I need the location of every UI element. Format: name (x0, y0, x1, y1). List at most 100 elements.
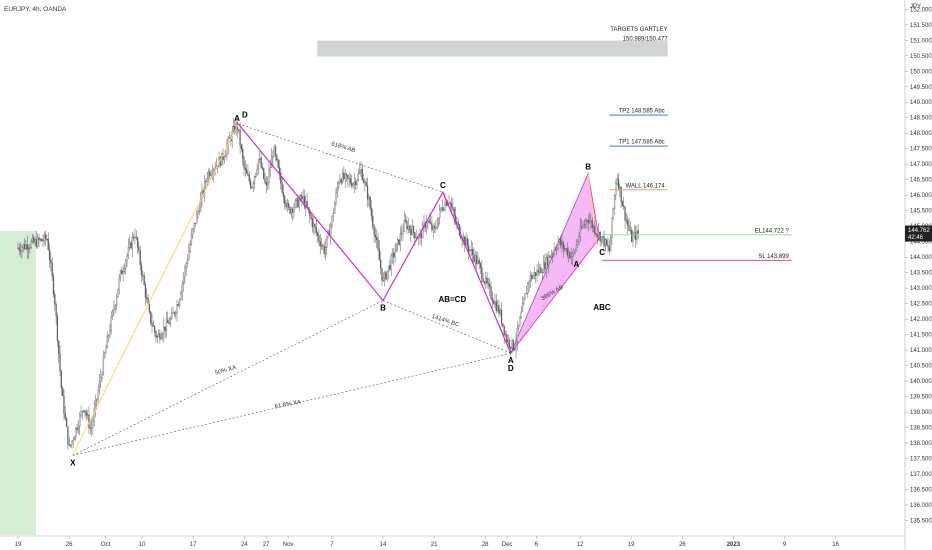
candle-body (616, 178, 618, 184)
candle-body (410, 229, 412, 235)
time-tick-label: Nov (283, 542, 294, 548)
candle-body (68, 444, 70, 446)
candle-body (411, 226, 413, 235)
candle-body (155, 331, 157, 338)
candle-body (33, 237, 35, 243)
candle-body (577, 241, 579, 245)
point-label-a: A (508, 356, 514, 365)
candle-body (631, 230, 633, 242)
candle-body (603, 236, 605, 247)
candle-body (370, 208, 373, 217)
candle-body (493, 301, 495, 305)
candle-body (609, 237, 612, 252)
price-tick-label: 145.500 (910, 209, 932, 215)
candle-body (623, 205, 625, 208)
candle-body (224, 154, 227, 158)
candle-body (303, 196, 306, 208)
candle-body (247, 173, 249, 176)
candle-body (506, 334, 508, 343)
candle-body (523, 298, 525, 304)
candle-body (269, 167, 271, 172)
candle-body (585, 220, 587, 225)
candle-body (544, 262, 546, 270)
candle-body (22, 244, 24, 248)
candle-body (429, 222, 432, 224)
candle-body (292, 208, 294, 213)
candle-body (569, 252, 571, 259)
price-tick-label: 148.500 (910, 116, 932, 122)
candle-body (545, 257, 547, 270)
candle-body (531, 275, 533, 279)
candle-body (602, 236, 604, 238)
candle-body (385, 272, 387, 280)
candle-body (240, 145, 243, 150)
time-tick-label: 19 (15, 542, 22, 548)
point-label-a: A (234, 114, 240, 123)
candle-body (226, 145, 228, 155)
candle-body (173, 312, 175, 315)
candle-body (336, 187, 338, 193)
candle-body (596, 234, 599, 236)
candle-body (21, 247, 23, 252)
candle-body (394, 251, 396, 258)
candle-body (487, 283, 490, 285)
candle-body (131, 237, 133, 249)
candle-body (344, 173, 346, 180)
time-axis[interactable]: 19 26 Oct 10 17 24 27 Nov 7 14 21 28 Dec 6 12 19 26 2023 9… (15, 536, 840, 548)
time-tick-label: 21 (431, 542, 438, 548)
entry-label: EL144.722 ? (755, 228, 790, 234)
candle-body (273, 146, 275, 157)
candle-body (457, 222, 459, 226)
candle-body (27, 248, 30, 250)
candle-body (611, 217, 613, 238)
candle-body (285, 203, 287, 208)
candle-body (319, 240, 321, 247)
candle-body (334, 203, 336, 214)
candle-body (525, 293, 528, 295)
price-tick-label: 141.000 (910, 348, 932, 354)
candle-body (395, 243, 398, 253)
candle-body (582, 224, 584, 229)
candle-body (490, 286, 492, 298)
candle-body (71, 440, 73, 446)
point-label-d: D (242, 110, 248, 119)
candle-body (619, 186, 621, 189)
candle-body (315, 227, 317, 233)
price-tick-label: 142.500 (910, 302, 932, 308)
candle-body (422, 224, 424, 239)
candle-body (426, 222, 428, 228)
price-tick-label: 146.000 (910, 193, 932, 199)
candle-body (138, 247, 140, 251)
currency-label: JPY (910, 4, 921, 10)
candle-body (92, 420, 94, 429)
candle-body (134, 236, 136, 239)
candle-body (76, 427, 78, 430)
price-tick-label: 150.000 (910, 69, 932, 75)
candle-body (575, 244, 578, 251)
candle-body (227, 138, 229, 146)
candle-body (507, 339, 509, 343)
candle-body (44, 234, 47, 240)
candle-body (357, 173, 359, 181)
candle-body (343, 172, 345, 180)
candle-body (81, 411, 84, 413)
price-axis[interactable]: 135.500 136.000 136.500 137.000 137.500 138.0… (905, 7, 932, 525)
candle-body (448, 202, 450, 204)
candle-body (30, 241, 32, 248)
candle-body (100, 377, 102, 382)
candle-body (359, 171, 361, 174)
candle-body (361, 169, 363, 181)
candle-body (571, 253, 574, 257)
candle-body (485, 277, 487, 284)
harmonic-legs (237, 123, 512, 354)
candle-body (246, 169, 248, 174)
candle-body (475, 255, 478, 265)
candle-body (621, 201, 624, 207)
candle-body (348, 178, 350, 180)
candle-body (39, 238, 41, 241)
candle-body (634, 232, 637, 240)
candle-body (511, 339, 513, 349)
candle-body (248, 174, 250, 182)
candle-body (349, 178, 352, 184)
